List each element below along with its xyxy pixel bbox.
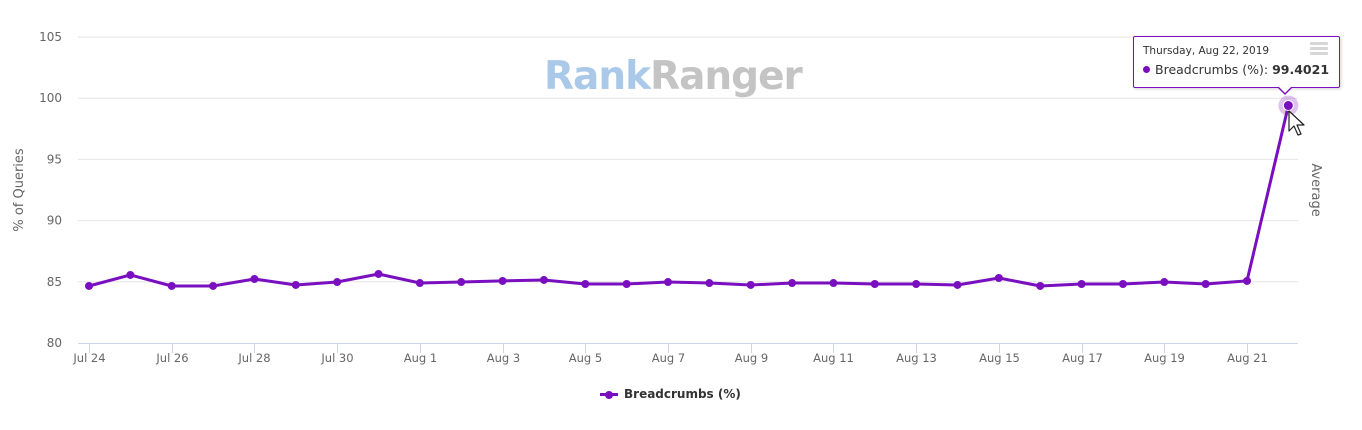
y-tick-label: 90 <box>47 214 62 228</box>
data-point[interactable] <box>1160 278 1169 287</box>
data-point[interactable] <box>1201 280 1210 289</box>
x-tick-label: Aug 1 <box>404 351 437 365</box>
data-point[interactable] <box>953 280 962 289</box>
x-tick-label: Aug 5 <box>569 351 602 365</box>
rankranger-watermark: RankRanger <box>544 54 803 99</box>
x-tick-label: Aug 3 <box>487 351 520 365</box>
x-tick-label: Jul 24 <box>72 351 105 365</box>
data-point[interactable] <box>498 276 507 285</box>
data-point[interactable] <box>1036 281 1045 290</box>
data-point[interactable] <box>250 274 259 283</box>
data-point[interactable] <box>85 281 93 290</box>
data-point[interactable] <box>622 280 631 289</box>
data-point[interactable] <box>209 281 218 290</box>
legend-line-marker-icon <box>600 388 618 400</box>
x-tick-label: Aug 11 <box>813 351 854 365</box>
series-line <box>87 104 1290 288</box>
tooltip-value: 99.4021 <box>1272 62 1330 77</box>
data-point[interactable] <box>291 280 300 289</box>
data-point[interactable] <box>457 278 466 287</box>
data-point[interactable] <box>415 279 424 288</box>
data-point[interactable] <box>1118 280 1127 289</box>
legend-item-breadcrumbs[interactable]: Breadcrumbs (%) <box>600 387 741 401</box>
y-tick-label: 100 <box>39 91 62 105</box>
data-point[interactable] <box>167 281 176 290</box>
data-point[interactable] <box>333 278 342 287</box>
gridlines <box>78 36 1298 283</box>
data-point[interactable] <box>1243 276 1251 285</box>
y-tick-label: 80 <box>47 336 62 350</box>
data-point[interactable] <box>746 280 755 289</box>
data-point[interactable] <box>126 270 135 279</box>
x-tick-label: Aug 7 <box>652 351 685 365</box>
x-tick-label: Aug 21 <box>1227 351 1268 365</box>
x-tick-label: Jul 30 <box>320 351 353 365</box>
x-tick-label: Jul 26 <box>155 351 188 365</box>
tooltip-arrow-inner <box>1278 86 1292 93</box>
data-point[interactable] <box>994 274 1003 283</box>
data-point[interactable] <box>829 279 838 288</box>
data-tooltip: Thursday, Aug 22, 2019 Breadcrumbs (%): … <box>1133 36 1340 88</box>
legend-label: Breadcrumbs (%) <box>624 387 741 401</box>
y-axis-title: % of Queries <box>12 148 27 232</box>
series-breadcrumbs[interactable] <box>85 95 1299 290</box>
tooltip-series-label: Breadcrumbs (%): <box>1155 62 1273 77</box>
data-point[interactable] <box>912 280 921 289</box>
x-tick-label: Aug 19 <box>1144 351 1185 365</box>
x-tick-label: Aug 17 <box>1062 351 1103 365</box>
data-point[interactable] <box>374 269 383 278</box>
y-tick-label: 95 <box>47 152 62 166</box>
hamburger-menu-icon[interactable] <box>1310 42 1328 56</box>
data-point[interactable] <box>581 280 590 289</box>
x-tick-label: Aug 9 <box>735 351 768 365</box>
x-tick-label: Jul 28 <box>237 351 270 365</box>
x-tick-label: Aug 15 <box>979 351 1020 365</box>
data-point[interactable] <box>705 279 714 288</box>
tooltip-row: Breadcrumbs (%): 99.4021 <box>1143 62 1329 77</box>
watermark-part-rank: Rank <box>544 54 651 99</box>
x-tick-label: Aug 13 <box>896 351 937 365</box>
y-tick-label: 105 <box>39 30 62 44</box>
data-point[interactable] <box>1282 100 1294 112</box>
data-point[interactable] <box>788 279 797 288</box>
data-point[interactable] <box>870 280 879 289</box>
watermark-part-ranger: Ranger <box>650 54 803 99</box>
data-point[interactable] <box>664 278 672 287</box>
y-tick-label: 85 <box>47 275 62 289</box>
y-axis-right-title: Average <box>1308 163 1323 216</box>
data-point[interactable] <box>539 275 548 284</box>
data-point[interactable] <box>1077 280 1086 289</box>
y-axis-ticks: 80 85 90 95 100 105 <box>39 30 62 350</box>
tooltip-date: Thursday, Aug 22, 2019 <box>1143 45 1270 57</box>
mouse-pointer-icon <box>1288 110 1305 136</box>
x-axis: Jul 24 Jul 26 Jul 28 Jul 30 Aug 1 Aug 3 Aug 5 A… <box>72 343 1298 365</box>
series-dot-icon <box>1143 66 1150 73</box>
